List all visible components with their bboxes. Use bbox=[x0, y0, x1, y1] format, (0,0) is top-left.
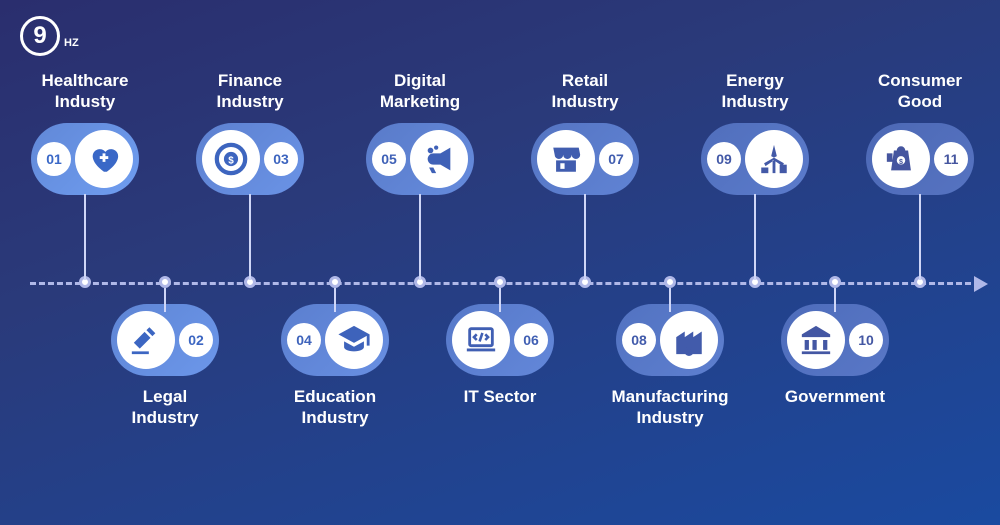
svg-text:$: $ bbox=[228, 155, 234, 166]
industry-capsule: 09 bbox=[701, 123, 809, 195]
logo-suffix: HZ bbox=[64, 37, 79, 49]
timeline-node bbox=[159, 276, 171, 288]
industry-capsule: 04 bbox=[281, 304, 389, 376]
industry-label: Legal Industry bbox=[85, 386, 245, 429]
industry-number: 02 bbox=[179, 323, 213, 357]
industry-item: 04 Education Industry bbox=[255, 304, 415, 429]
coin-chart-icon: $ bbox=[202, 130, 260, 188]
megaphone-icon bbox=[410, 130, 468, 188]
industry-number: 05 bbox=[372, 142, 406, 176]
connector-stem bbox=[84, 194, 86, 280]
industry-number: 04 bbox=[287, 323, 321, 357]
industry-capsule: 07 bbox=[531, 123, 639, 195]
bank-icon bbox=[787, 311, 845, 369]
connector-stem bbox=[919, 194, 921, 280]
industry-label: Healthcare Industy bbox=[5, 70, 165, 113]
gavel-icon bbox=[117, 311, 175, 369]
connector-stem bbox=[669, 288, 671, 312]
industry-label: Energy Industry bbox=[675, 70, 835, 113]
industry-capsule: 01 bbox=[31, 123, 139, 195]
timeline-node bbox=[829, 276, 841, 288]
industry-item: 06 IT Sector bbox=[420, 304, 580, 407]
timeline-node bbox=[494, 276, 506, 288]
industry-item: Energy Industry 09 bbox=[675, 70, 835, 195]
connector-stem bbox=[419, 194, 421, 280]
logo-mark: 9 bbox=[20, 16, 60, 56]
industry-number: 10 bbox=[849, 323, 883, 357]
industry-label: IT Sector bbox=[420, 386, 580, 407]
industry-item: 10 Government bbox=[755, 304, 915, 407]
industry-label: Finance Industry bbox=[170, 70, 330, 113]
grad-cap-icon bbox=[325, 311, 383, 369]
industry-number: 01 bbox=[37, 142, 71, 176]
svg-text:$: $ bbox=[899, 157, 903, 165]
store-icon bbox=[537, 130, 595, 188]
connector-stem bbox=[834, 288, 836, 312]
connector-stem bbox=[754, 194, 756, 280]
industry-capsule: 02 bbox=[111, 304, 219, 376]
industry-number: 03 bbox=[264, 142, 298, 176]
industry-number: 08 bbox=[622, 323, 656, 357]
connector-stem bbox=[334, 288, 336, 312]
industry-item: Digital Marketing 05 bbox=[340, 70, 500, 195]
industry-capsule: 06 bbox=[446, 304, 554, 376]
code-laptop-icon bbox=[452, 311, 510, 369]
industry-label: Education Industry bbox=[255, 386, 415, 429]
connector-stem bbox=[499, 288, 501, 312]
shopping-icon: $ bbox=[872, 130, 930, 188]
factory-icon bbox=[660, 311, 718, 369]
connector-stem bbox=[249, 194, 251, 280]
industry-capsule: $11 bbox=[866, 123, 974, 195]
heart-plus-icon bbox=[75, 130, 133, 188]
industry-number: 11 bbox=[934, 142, 968, 176]
brand-logo: 9 HZ bbox=[20, 16, 79, 56]
industry-capsule: $03 bbox=[196, 123, 304, 195]
connector-stem bbox=[164, 288, 166, 312]
industry-capsule: 08 bbox=[616, 304, 724, 376]
industry-number: 07 bbox=[599, 142, 633, 176]
timeline-arrowhead bbox=[974, 276, 988, 292]
industry-item: Retail Industry 07 bbox=[505, 70, 665, 195]
industry-item: 02 Legal Industry bbox=[85, 304, 245, 429]
timeline-node bbox=[664, 276, 676, 288]
industry-item: Healthcare Industy 01 bbox=[5, 70, 165, 195]
industry-label: Government bbox=[755, 386, 915, 407]
industry-label: Manufacturing Industry bbox=[590, 386, 750, 429]
industry-number: 06 bbox=[514, 323, 548, 357]
windturbine-icon bbox=[745, 130, 803, 188]
connector-stem bbox=[584, 194, 586, 280]
industry-capsule: 10 bbox=[781, 304, 889, 376]
industry-item: 08 Manufacturing Industry bbox=[590, 304, 750, 429]
industry-number: 09 bbox=[707, 142, 741, 176]
timeline-node bbox=[329, 276, 341, 288]
industry-label: Digital Marketing bbox=[340, 70, 500, 113]
industry-label: Consumer Good bbox=[840, 70, 1000, 113]
industry-capsule: 05 bbox=[366, 123, 474, 195]
industry-item: Consumer Good $11 bbox=[840, 70, 1000, 195]
industry-item: Finance Industry $03 bbox=[170, 70, 330, 195]
industry-label: Retail Industry bbox=[505, 70, 665, 113]
